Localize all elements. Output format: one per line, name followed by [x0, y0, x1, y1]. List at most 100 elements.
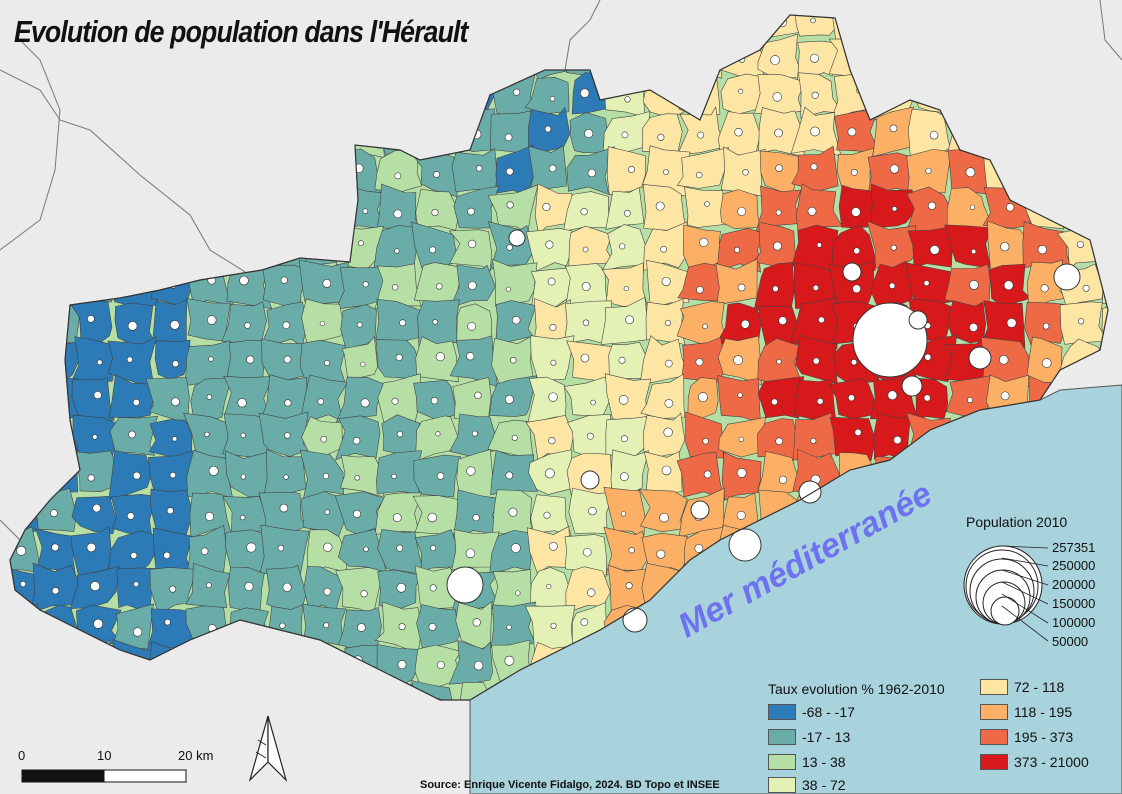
- commune-polygon: [489, 72, 536, 116]
- population-symbol: [702, 323, 708, 330]
- population-symbol: [816, 398, 824, 405]
- population-symbol: [51, 543, 60, 552]
- population-symbol: [1117, 11, 1122, 17]
- commune-polygon: [267, 604, 304, 651]
- commune-polygon: [301, 298, 345, 344]
- population-symbol: [393, 209, 403, 219]
- commune-polygon: [1094, 15, 1108, 40]
- scalebar-segment: [103, 769, 187, 783]
- population-symbol: [52, 392, 59, 399]
- commune-polygon: [528, 145, 567, 190]
- population-symbol: [853, 247, 861, 255]
- commune-polygon: [10, 189, 42, 230]
- legend-label: 373 - 21000: [1014, 754, 1089, 770]
- population-symbol: [852, 302, 928, 378]
- commune-polygon: [490, 449, 538, 496]
- population-symbol: [276, 695, 286, 700]
- commune-polygon: [909, 30, 947, 82]
- population-symbol: [698, 392, 708, 402]
- population-symbol: [208, 465, 219, 476]
- commune-polygon: [108, 449, 153, 501]
- population-legend-leader: [1001, 593, 1049, 624]
- population-symbol: [623, 285, 629, 292]
- commune-polygon: [186, 110, 228, 159]
- commune-polygon: [866, 220, 916, 269]
- population-symbol: [93, 618, 104, 629]
- commune-polygon: [191, 223, 232, 270]
- population-symbol: [852, 284, 862, 294]
- population-symbol: [435, 431, 441, 437]
- population-symbol: [550, 359, 557, 366]
- commune-polygon: [10, 603, 43, 645]
- commune-polygon: [112, 261, 160, 307]
- commune-polygon: [1100, 152, 1108, 197]
- population-symbol: [703, 470, 712, 479]
- population-symbol: [737, 283, 746, 292]
- population-symbol: [1073, 15, 1083, 19]
- population-symbol: [323, 359, 330, 366]
- population-symbol: [430, 397, 439, 405]
- commune-polygon: [107, 107, 155, 154]
- population-symbol: [590, 399, 596, 406]
- population-symbol: [127, 321, 138, 331]
- population-symbol: [812, 357, 820, 365]
- population-symbol: [620, 435, 628, 443]
- population-symbol: [1080, 206, 1088, 214]
- population-symbol: [775, 437, 783, 446]
- commune-polygon: [757, 376, 805, 419]
- population-symbol: [86, 279, 96, 290]
- population-symbol: [244, 582, 254, 592]
- population-symbol: [777, 17, 787, 28]
- population-symbol: [811, 91, 819, 99]
- population-symbol: [690, 500, 710, 520]
- population-symbol: [505, 167, 514, 176]
- population-symbol: [798, 480, 822, 504]
- commune-polygon: [151, 68, 193, 117]
- commune-polygon: [530, 335, 575, 383]
- population-symbol: [284, 399, 292, 407]
- source-credit: Source: Enrique Vicente Fidalgo, 2024. B…: [420, 779, 720, 791]
- commune-polygon: [986, 15, 1033, 40]
- population-symbol: [1037, 126, 1043, 132]
- population-symbol: [54, 275, 64, 285]
- population-symbol: [588, 506, 597, 516]
- legend-label: 38 - 72: [802, 777, 846, 793]
- population-symbol: [128, 430, 136, 439]
- population-symbol: [277, 544, 285, 552]
- population-symbol: [280, 276, 288, 284]
- population-symbol: [163, 551, 171, 559]
- legend-label: 195 - 373: [1014, 729, 1074, 745]
- population-symbol: [240, 432, 246, 438]
- population-symbol: [891, 206, 898, 212]
- taux-legend-title: Taux evolution % 1962-2010: [768, 681, 945, 697]
- commune-polygon: [792, 15, 842, 37]
- population-symbol: [772, 285, 779, 293]
- commune-polygon: [1095, 106, 1108, 158]
- commune-polygon: [907, 108, 951, 157]
- population-symbol: [586, 432, 594, 440]
- population-symbol: [621, 131, 629, 139]
- population-symbol: [12, 396, 19, 403]
- population-symbol: [277, 87, 287, 97]
- population-symbol: [851, 207, 861, 217]
- population-symbol: [999, 355, 1009, 365]
- commune-polygon: [35, 644, 83, 689]
- population-symbol: [696, 286, 704, 294]
- population-legend-value: 150000: [1052, 596, 1096, 611]
- commune-polygon: [297, 149, 346, 192]
- population-symbol: [929, 57, 937, 65]
- population-legend-value: 100000: [1052, 615, 1096, 630]
- population-symbol: [581, 282, 591, 291]
- commune-polygon: [1065, 34, 1106, 78]
- population-symbol: [171, 436, 178, 442]
- population-symbol: [55, 428, 63, 436]
- commune-polygon: [373, 69, 426, 113]
- taux-legend-item: 195 - 373: [980, 729, 1073, 745]
- commune-polygon: [342, 107, 385, 159]
- population-symbol: [585, 57, 595, 67]
- population-symbol: [1114, 286, 1122, 294]
- population-legend-leader: [1001, 581, 1049, 605]
- commune-polygon: [299, 110, 345, 159]
- population-symbol: [582, 319, 590, 326]
